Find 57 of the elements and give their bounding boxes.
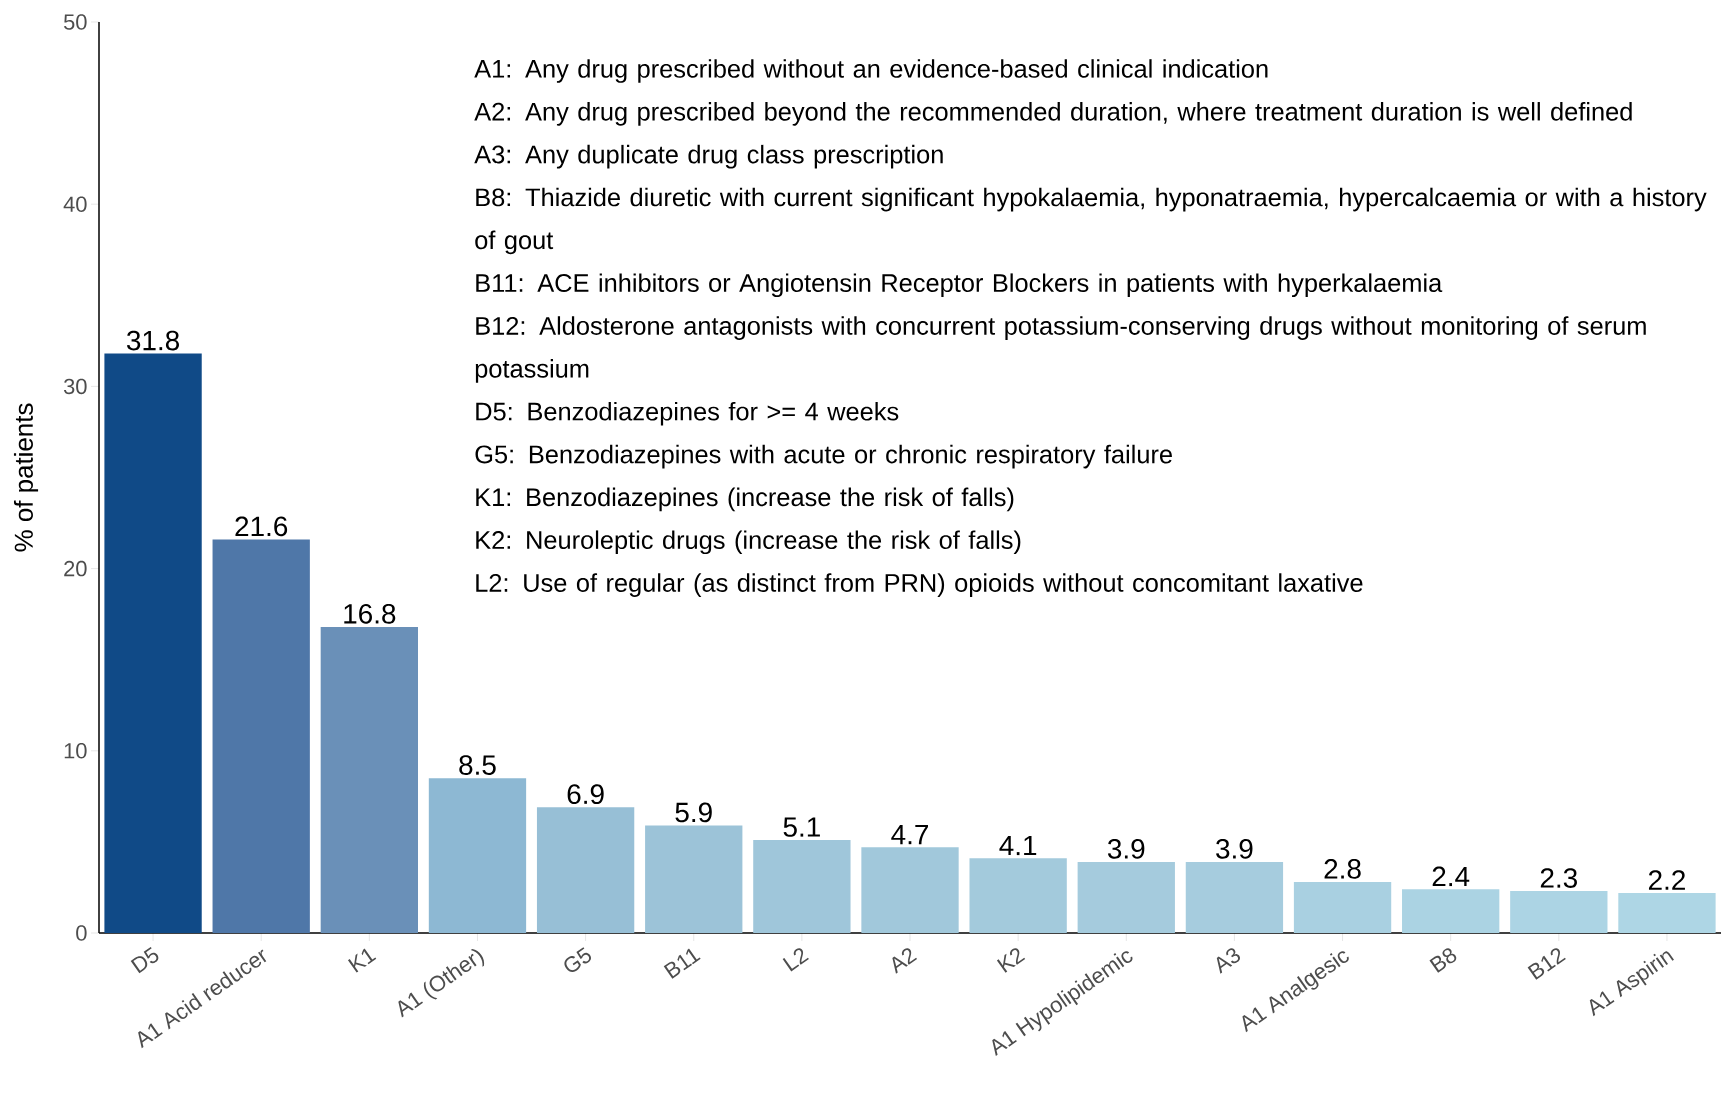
y-tick-label: 40 [63, 196, 87, 212]
annotation: A2: Any drug prescribed beyond the recommended duration, where treatment duration is well defined [474, 102, 1632, 126]
data-label: 6.9 [567, 784, 604, 805]
bar [1077, 861, 1175, 933]
x-tick-label: B11 [663, 948, 701, 979]
data-label: 21.6 [235, 516, 288, 537]
annotation: B12: Aldosterone antagonists with concurrent potassium-conserving drugs without monitoring of serum potassium [475, 316, 1646, 383]
y-tick-label: 50 [63, 14, 87, 30]
annotation: G5: Benzodiazepines with acute or chronic respiratory failure [475, 444, 1172, 469]
annotation: K1: Benzodiazepines (increase the risk of falls) [476, 487, 1014, 512]
data-label: 5.9 [675, 802, 712, 823]
bar [320, 626, 418, 933]
y-tick-label: 10 [64, 743, 87, 759]
bar [1618, 892, 1716, 933]
data-label: 4.7 [891, 824, 928, 845]
data-label: 5.1 [783, 817, 820, 837]
y-tick-label: 0 [76, 925, 87, 941]
data-label: 31.8 [126, 330, 179, 351]
annotation: K2: Neuroleptic drugs (increase the risk of falls) [476, 530, 1021, 555]
annotation: A3: Any duplicate drug class prescription [474, 144, 943, 169]
bar [536, 807, 635, 933]
x-tick-label: A2 [892, 948, 918, 974]
x-tick-label: L2 [782, 948, 809, 972]
y-tick-label: 20 [64, 560, 87, 577]
bar [212, 539, 310, 933]
data-label: 3.9 [1216, 839, 1253, 859]
bar [969, 858, 1067, 933]
x-tick-label: D5 [130, 946, 159, 974]
bar [1402, 889, 1500, 933]
x-tick-label: G5 [564, 947, 592, 972]
data-label: 3.9 [1107, 839, 1145, 859]
x-tick-label: A3 [1216, 948, 1241, 974]
bar [1293, 881, 1392, 933]
data-label: 2.3 [1540, 868, 1577, 888]
bar [753, 840, 851, 933]
annotation: D5: Benzodiazepines for >= 4 weeks [476, 401, 899, 426]
y-axis-title: % of patients [13, 403, 39, 552]
annotation: A1: Any drug prescribed without an evidence-based clinical indication [474, 59, 1268, 83]
annotation: B11: ACE inhibitors or Angiotensin Receptor Blockers in patients with hyperkalaemia [476, 273, 1443, 298]
bar [1185, 861, 1284, 933]
x-tick-label: B8 [1429, 948, 1457, 973]
data-label: 16.8 [344, 603, 396, 624]
bar [104, 353, 202, 933]
bar [645, 825, 743, 933]
data-label: 2.2 [1648, 870, 1685, 890]
data-label: 2.4 [1432, 866, 1470, 887]
data-label: 4.1 [999, 835, 1037, 856]
bar [1510, 891, 1608, 933]
x-tick-label: K1 [347, 948, 377, 973]
y-tick-label: 30 [63, 378, 87, 395]
data-label: 2.8 [1324, 859, 1361, 879]
bar [861, 847, 959, 933]
annotation: L2: Use of regular (as distinct from PRN) opioids without concomitant laxative [476, 573, 1363, 597]
bar [428, 778, 527, 933]
x-tick-label: B12 [1527, 948, 1566, 980]
data-label: 8.5 [459, 755, 496, 775]
annotation: B8: Thiazide diuretic with current significant hypokalaemia, hyponatraemia, hypercalcaemia or with a history of gout [475, 187, 1707, 255]
